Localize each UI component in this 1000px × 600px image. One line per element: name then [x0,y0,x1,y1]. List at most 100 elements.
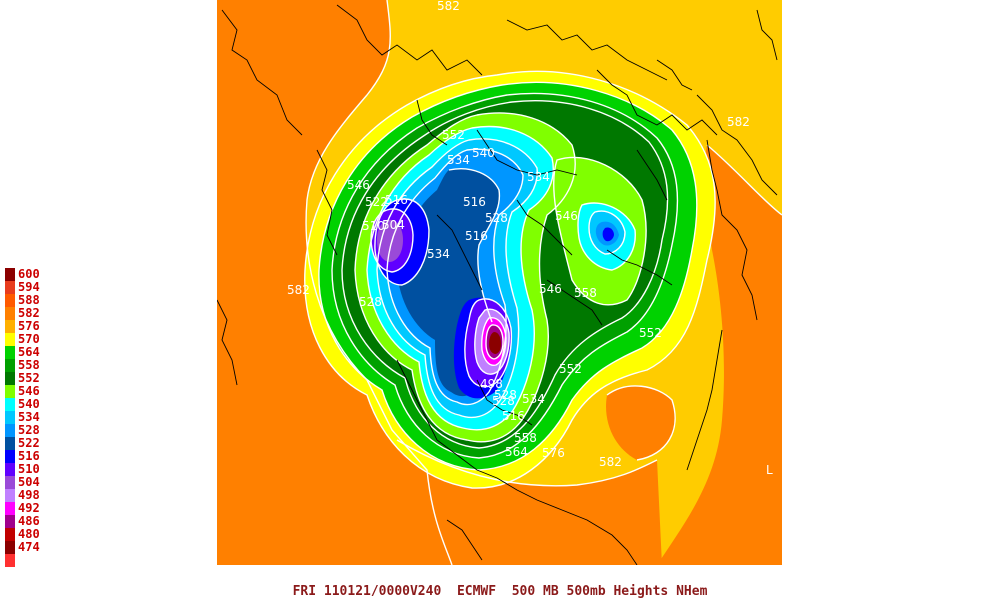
contour-lines [304,0,782,565]
contour-label: 516 [502,409,525,423]
legend-swatch [5,320,15,333]
legend-row: 510 [5,462,65,476]
contour-label: 528 [359,295,382,309]
legend-row: 480 [5,527,65,541]
contour-label: 582 [599,455,622,469]
legend-row: 564 [5,345,65,359]
contour-label: 528 [492,394,515,408]
legend-swatch [5,424,15,437]
legend-label: 582 [18,306,40,320]
legend-row: 522 [5,436,65,450]
zone-582-gulf [606,385,676,460]
contour-label: 564 [505,445,528,459]
legend-swatch [5,307,15,320]
legend-swatch [5,268,15,281]
legend-swatch [5,281,15,294]
contour-label: 528 [485,211,508,225]
legend-row: 600 [5,267,65,281]
legend-swatch [5,333,15,346]
legend-swatch [5,554,15,567]
contour-label: 534 [527,170,550,184]
legend-row: 498 [5,488,65,502]
legend-row: 594 [5,280,65,294]
legend-label: 492 [18,501,40,515]
legend-label: 570 [18,332,40,346]
contour-label: 516 [463,195,486,209]
legend-swatch [5,398,15,411]
legend-row [5,554,65,567]
legend-label: 546 [18,384,40,398]
legend-row: 546 [5,384,65,398]
legend-swatch [5,463,15,476]
contour-label: 552 [559,362,582,376]
contour-label: 522 [365,195,388,209]
legend-label: 594 [18,280,40,294]
legend-label: 504 [18,475,40,489]
legend-swatch [5,541,15,554]
contour-label: 582 [437,0,460,13]
legend-row: 474 [5,540,65,554]
contour-label: 528 [494,388,517,402]
legend-swatch [5,359,15,372]
zone-480-trough [489,332,501,354]
legend-label: 534 [18,410,40,424]
legend-label: 564 [18,345,40,359]
contour-label: 504 [382,218,405,232]
legend-swatch [5,502,15,515]
contour-label: 516 [385,193,408,207]
legend-row: 516 [5,449,65,463]
contour-label: 498 [480,377,503,391]
legend-swatch [5,515,15,528]
legend-row: 534 [5,410,65,424]
legend-swatch [5,346,15,359]
contour-label: 558 [514,431,537,445]
legend-row: 582 [5,306,65,320]
legend-row: 528 [5,423,65,437]
legend-swatch [5,385,15,398]
legend-row: 588 [5,293,65,307]
legend-row: 492 [5,501,65,515]
zone-516-east [602,227,614,242]
contour-label: 552 [639,326,662,340]
zone-582-west [217,0,452,565]
legend-swatch [5,437,15,450]
coastlines [217,4,778,565]
contour-label: 552 [442,128,465,142]
map-marker: L [766,463,773,477]
contour-label: 582 [727,115,750,129]
legend-swatch [5,450,15,463]
legend-row: 486 [5,514,65,528]
contour-label: 546 [347,178,370,192]
legend-row: 540 [5,397,65,411]
contour-label: 540 [472,146,495,160]
legend-swatch [5,489,15,502]
legend-label: 528 [18,423,40,437]
legend-label: 576 [18,319,40,333]
contour-label: 576 [542,446,565,460]
legend-swatch [5,528,15,541]
legend-label: 522 [18,436,40,450]
legend-label: 552 [18,371,40,385]
legend-swatch [5,411,15,424]
legend-label: 486 [18,514,40,528]
map-title: FRI 110121/0000V240 ECMWF 500 MB 500mb H… [292,584,708,599]
contour-label: 558 [574,286,597,300]
legend-label: 600 [18,267,40,281]
contour-label: 534 [427,247,450,261]
color-legend: 600 594 588 582 576 570 564 558 552 546 540 534 528 5… [5,267,65,567]
legend-swatch [5,476,15,489]
legend-label: 540 [18,397,40,411]
legend-row: 570 [5,332,65,346]
contour-label: 534 [447,153,470,167]
legend-label: 558 [18,358,40,372]
contour-labels: 582 582 552 540 534 516 522 510 504 516 … [287,0,750,469]
contour-label: 516 [465,229,488,243]
legend-label: 588 [18,293,40,307]
legend-label: 480 [18,527,40,541]
legend-label: 474 [18,540,40,554]
legend-swatch [5,372,15,385]
contour-label: 534 [522,392,545,406]
contour-label: 510 [362,219,385,233]
contour-label: 582 [287,283,310,297]
